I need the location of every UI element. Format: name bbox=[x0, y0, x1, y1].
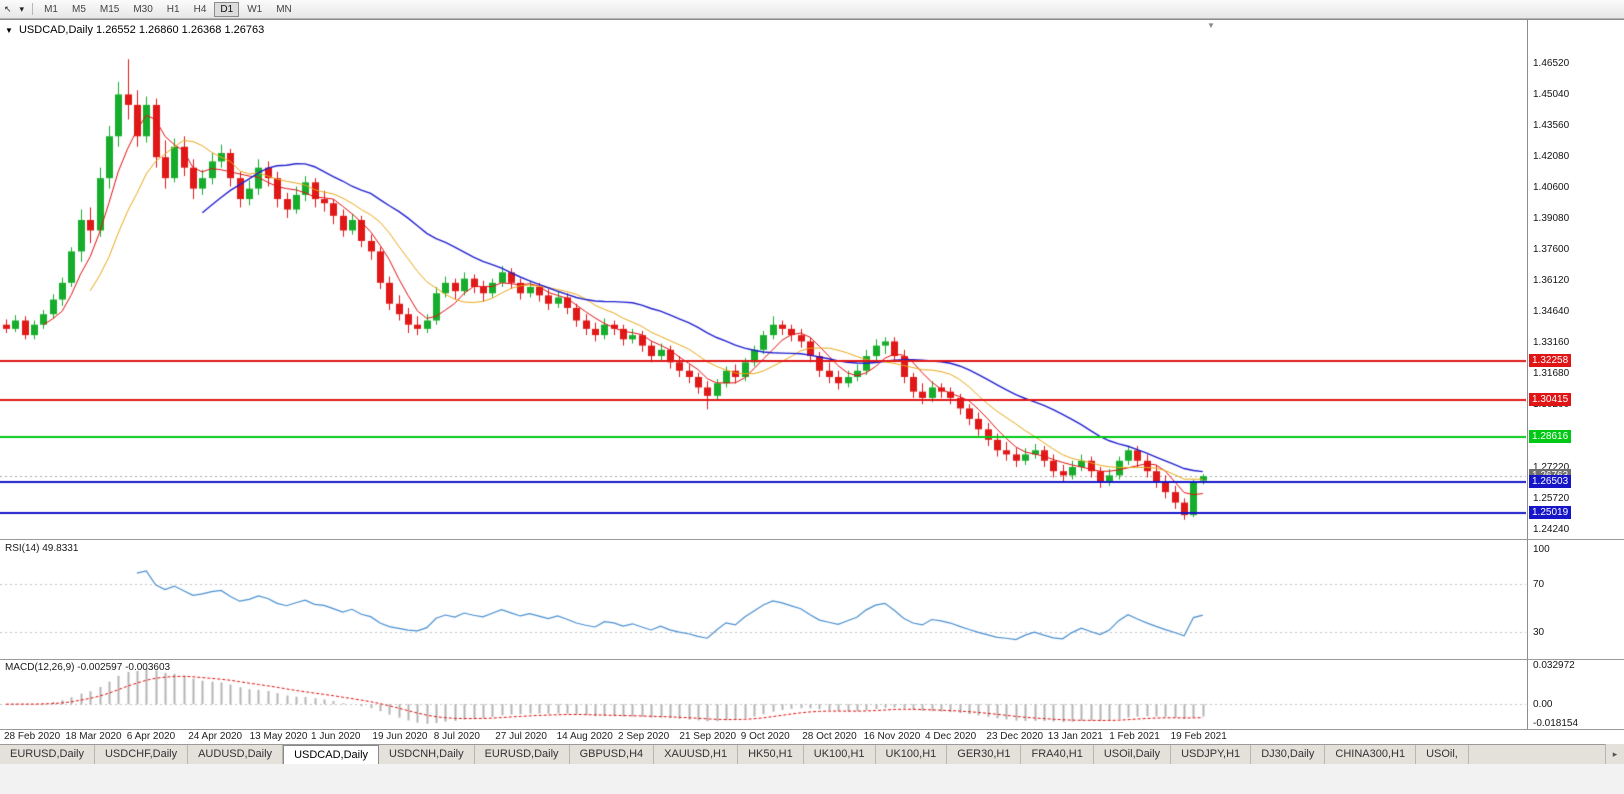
chart-tab[interactable]: UK100,H1 bbox=[804, 745, 876, 765]
timeframe-button-m30[interactable]: M30 bbox=[133, 3, 153, 15]
date-label: 27 Jul 2020 bbox=[495, 731, 547, 742]
timeframe-button-h4[interactable]: H4 bbox=[193, 3, 207, 15]
chart-tab[interactable]: USOil,Daily bbox=[1094, 745, 1172, 765]
chart-ohlc-values: 1.26552 1.26860 1.26368 1.26763 bbox=[96, 24, 265, 36]
date-label: 6 Apr 2020 bbox=[126, 731, 176, 742]
price-tick-label: 1.40600 bbox=[1533, 181, 1570, 193]
timeframe-button-h1[interactable]: H1 bbox=[166, 3, 180, 15]
chart-tab[interactable]: USDJPY,H1 bbox=[1171, 745, 1252, 765]
date-label: 9 Oct 2020 bbox=[740, 731, 790, 742]
chart-tab[interactable]: GBPUSD,H4 bbox=[570, 745, 655, 765]
date-label: 19 Feb 2021 bbox=[1170, 731, 1227, 742]
date-label: 28 Feb 2020 bbox=[4, 731, 61, 742]
chart-tab[interactable]: FRA40,H1 bbox=[1021, 745, 1094, 765]
level-price-box: 1.25019 bbox=[1529, 505, 1572, 519]
price-tick-label: 1.39080 bbox=[1533, 213, 1570, 225]
timeframe-button-m5[interactable]: M5 bbox=[71, 3, 86, 15]
date-label: 14 Aug 2020 bbox=[556, 731, 613, 742]
date-label: 1 Jun 2020 bbox=[311, 731, 361, 742]
chart-symbol-label: USDCAD,Daily bbox=[18, 24, 93, 36]
chart-tab[interactable]: AUDUSD,Daily bbox=[188, 745, 284, 765]
date-label: 1 Feb 2021 bbox=[1109, 731, 1160, 742]
date-label: 28 Oct 2020 bbox=[802, 731, 857, 742]
pane-splitter-rsi[interactable] bbox=[0, 539, 1624, 540]
chart-tab[interactable]: DJ30,Daily bbox=[1251, 745, 1326, 765]
chart-window: ▼ USDCAD,Daily 1.26552 1.26860 1.26368 1… bbox=[0, 19, 1624, 745]
rsi-tick-label: 30 bbox=[1533, 626, 1545, 638]
right-shift-marker[interactable]: ▼ bbox=[1207, 21, 1215, 30]
chart-title: ▼ USDCAD,Daily 1.26552 1.26860 1.26368 1… bbox=[5, 24, 264, 36]
date-label: 8 Jul 2020 bbox=[433, 731, 480, 742]
timeframe-button-group: M1 M5 M15 M30 H1 H4 D1 W1 MN bbox=[37, 1, 299, 17]
price-tick-label: 1.46520 bbox=[1533, 57, 1570, 69]
toolbar-separator bbox=[32, 3, 34, 15]
price-tick-label: 1.37600 bbox=[1533, 244, 1570, 256]
timeframe-button-m1[interactable]: M1 bbox=[44, 3, 58, 15]
chart-canvas[interactable] bbox=[0, 20, 1526, 744]
macd-indicator-label: MACD(12,26,9) -0.002597 -0.003603 bbox=[5, 662, 171, 673]
price-tick-label: 1.42080 bbox=[1533, 150, 1570, 162]
date-label: 23 Dec 2020 bbox=[986, 731, 1044, 742]
price-tick-label: 1.36120 bbox=[1533, 275, 1570, 287]
chart-tab-bar: EURUSD,Daily USDCHF,Daily AUDUSD,Daily USDC… bbox=[0, 744, 1624, 765]
rsi-tick-label: 100 bbox=[1533, 544, 1550, 555]
level-price-box: 1.26503 bbox=[1529, 474, 1572, 488]
chart-tab[interactable]: USOil, bbox=[1416, 745, 1469, 765]
price-tick-label: 1.43560 bbox=[1533, 119, 1570, 131]
date-label: 4 Dec 2020 bbox=[925, 731, 977, 742]
price-tick-label: 1.33160 bbox=[1533, 337, 1570, 349]
price-tick-label: 1.25720 bbox=[1533, 492, 1570, 504]
chart-tab[interactable]: USDCHF,Daily bbox=[95, 745, 189, 765]
pane-splitter-macd[interactable] bbox=[0, 659, 1624, 660]
date-label: 18 Mar 2020 bbox=[65, 731, 122, 742]
chart-tab[interactable]: USDCAD,Daily bbox=[283, 745, 380, 765]
timeframe-button-mn[interactable]: MN bbox=[276, 3, 292, 15]
level-price-box: 1.32258 bbox=[1529, 354, 1572, 368]
pane-splitter-dates bbox=[0, 729, 1624, 730]
collapse-arrow-icon[interactable]: ▼ bbox=[5, 26, 13, 35]
cursor-tool-icon[interactable]: ↖ bbox=[4, 3, 12, 14]
date-label: 16 Nov 2020 bbox=[863, 731, 921, 742]
timeframe-button-m15[interactable]: M15 bbox=[99, 3, 120, 15]
price-tick-label: 1.34640 bbox=[1533, 306, 1570, 318]
date-label: 13 May 2020 bbox=[249, 731, 308, 742]
chart-tab[interactable]: HK50,H1 bbox=[738, 745, 804, 765]
chart-tab[interactable]: GER30,H1 bbox=[947, 745, 1022, 765]
time-scale[interactable]: 28 Feb 2020 18 Mar 2020 6 Apr 2020 24 Apr 2… bbox=[0, 731, 1526, 744]
date-label: 2 Sep 2020 bbox=[618, 731, 670, 742]
macd-tick-label: 0.00 bbox=[1533, 699, 1553, 711]
chart-tab[interactable]: EURUSD,Daily bbox=[475, 745, 570, 765]
date-label: 19 Jun 2020 bbox=[372, 731, 428, 742]
date-label: 24 Apr 2020 bbox=[188, 731, 243, 742]
price-tick-label: 1.27220 bbox=[1533, 461, 1570, 473]
top-toolbar: ↖ ▾ M1 M5 M15 M30 H1 H4 D1 W1 MN bbox=[0, 0, 1624, 19]
chart-tab[interactable]: EURUSD,Daily bbox=[0, 745, 95, 765]
timeframe-button-d1[interactable]: D1 bbox=[214, 1, 240, 17]
status-area bbox=[0, 764, 1624, 794]
macd-tick-label: 0.032972 bbox=[1533, 660, 1575, 671]
price-tick-label: 1.31680 bbox=[1533, 368, 1570, 380]
rsi-tick-label: 70 bbox=[1533, 579, 1545, 591]
level-price-box: 1.30415 bbox=[1529, 392, 1572, 406]
chart-tab[interactable]: CHINA300,H1 bbox=[1325, 745, 1417, 765]
rsi-indicator-label: RSI(14) 49.8331 bbox=[5, 543, 79, 554]
chart-tab[interactable]: UK100,H1 bbox=[876, 745, 948, 765]
timeframe-button-w1[interactable]: W1 bbox=[247, 3, 263, 15]
price-tick-label: 1.24240 bbox=[1533, 523, 1570, 535]
date-label: 21 Sep 2020 bbox=[679, 731, 737, 742]
price-axis-border bbox=[1527, 20, 1528, 730]
chart-tab[interactable]: USDCNH,Daily bbox=[379, 745, 475, 765]
macd-tick-label: -0.018154 bbox=[1533, 718, 1579, 729]
tab-scroll-right-icon[interactable]: ▸ bbox=[1605, 744, 1624, 764]
chevron-down-icon[interactable]: ▾ bbox=[19, 3, 25, 14]
price-tick-label: 1.45040 bbox=[1533, 88, 1570, 100]
price-scale[interactable]: 1.46520 1.45040 1.43560 1.42080 1.40600 1.390… bbox=[1528, 20, 1624, 744]
level-price-box: 1.28616 bbox=[1529, 430, 1572, 444]
date-label: 13 Jan 2021 bbox=[1047, 731, 1103, 742]
chart-tab[interactable]: XAUUSD,H1 bbox=[654, 745, 739, 765]
